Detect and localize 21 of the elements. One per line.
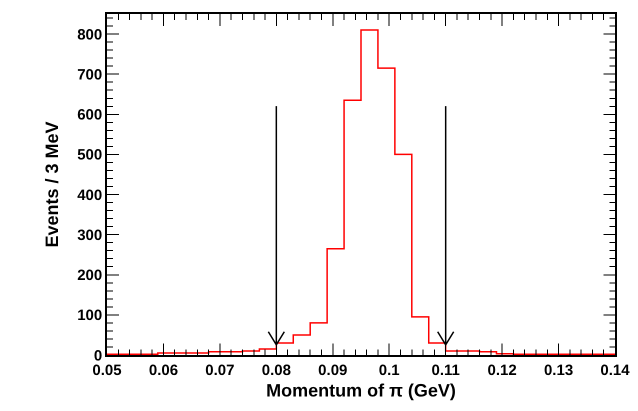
x-tick-label: 0.13 xyxy=(544,362,574,379)
x-tick-label: 0.11 xyxy=(431,362,460,379)
y-axis-title: Events / 3 MeV xyxy=(42,121,62,248)
x-tick-label: 0.05 xyxy=(92,362,122,379)
y-tick-label: 100 xyxy=(77,307,102,324)
x-tick-label: 0.12 xyxy=(488,362,517,379)
y-tick-label: 400 xyxy=(77,186,102,204)
y-tick-label: 700 xyxy=(77,66,102,84)
x-tick-label: 0.09 xyxy=(318,362,348,379)
y-tick-label: 200 xyxy=(77,267,102,284)
x-tick-label: 0.08 xyxy=(262,362,291,379)
x-tick-label: 0.14 xyxy=(600,362,630,379)
y-tick-label: 500 xyxy=(77,146,102,164)
x-tick-label: 0.07 xyxy=(205,362,234,379)
x-axis-title: Momentum of π (GeV) xyxy=(266,380,456,400)
x-tick-label: 0.1 xyxy=(378,362,400,379)
y-tick-label: 300 xyxy=(77,226,102,244)
x-tick-label: 0.06 xyxy=(148,362,178,379)
y-tick-label: 800 xyxy=(77,26,102,44)
y-tick-label: 600 xyxy=(77,106,102,124)
y-tick-label: 0 xyxy=(94,347,102,364)
